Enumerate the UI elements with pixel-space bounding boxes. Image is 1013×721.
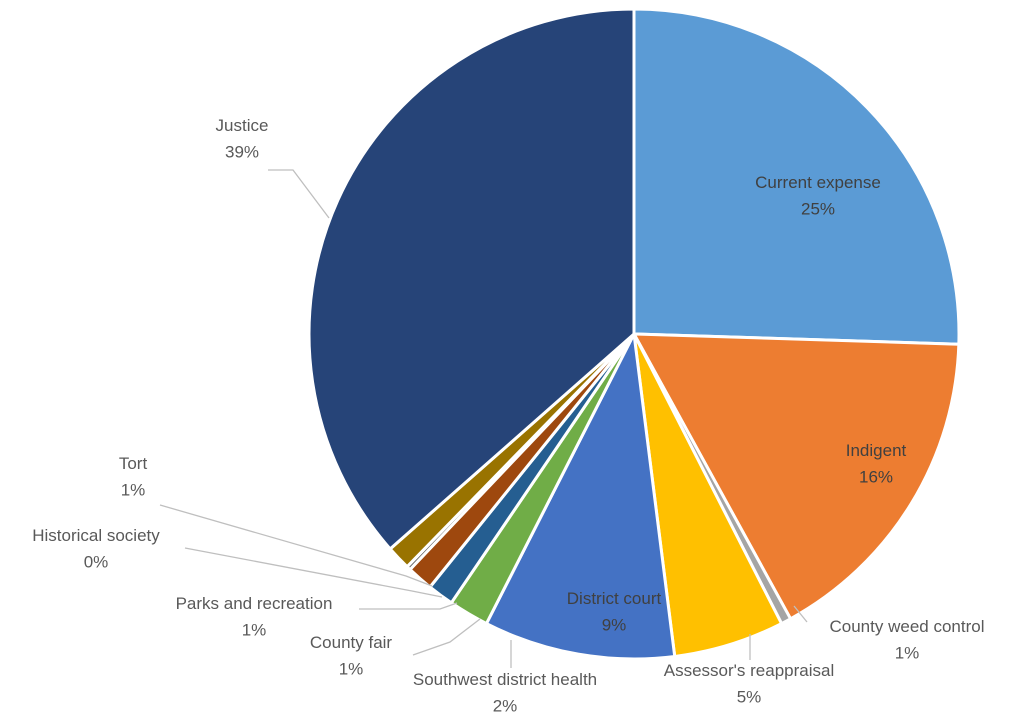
data-label-name: Historical society (32, 526, 160, 545)
data-labels: Current expense 25% Indigent 16% County weed… (32, 116, 984, 715)
data-label-percent: 2% (493, 696, 518, 715)
data-label-percent: 1% (339, 659, 364, 678)
data-label-percent: 1% (242, 620, 267, 639)
data-label-county-weed-control: County weed control 1% (830, 617, 985, 662)
slice-current-expense (632, 7, 961, 346)
data-label-southwest-district-health: Southwest district health 2% (413, 670, 597, 715)
data-label-indigent: Indigent 16% (846, 441, 907, 486)
data-label-district-court: District court 9% (567, 589, 662, 634)
data-label-name: District court (567, 589, 662, 608)
data-label-historical-society: Historical society 0% (32, 526, 160, 571)
leader-line-historical-society (184, 547, 443, 598)
leader-line-parks-and-recreation (359, 602, 458, 610)
data-label-percent: 0% (84, 552, 109, 571)
data-label-tort: Tort 1% (119, 454, 148, 499)
data-label-name: Assessor's reappraisal (664, 661, 834, 680)
data-label-name: Tort (119, 454, 148, 473)
slice-district-court (484, 332, 677, 661)
data-label-percent: 9% (602, 615, 627, 634)
data-label-name: Indigent (846, 441, 907, 460)
data-label-name: Current expense (755, 173, 881, 192)
data-label-percent: 39% (225, 142, 259, 161)
data-label-name: Justice (216, 116, 269, 135)
data-label-percent: 16% (859, 467, 893, 486)
leader-line-justice (268, 169, 330, 219)
data-label-county-fair: County fair 1% (310, 633, 393, 678)
data-label-name: Parks and recreation (176, 594, 333, 613)
data-label-assessor-s-reappraisal: Assessor's reappraisal 5% (664, 661, 834, 706)
data-label-percent: 1% (895, 643, 920, 662)
data-label-justice: Justice 39% (216, 116, 269, 161)
data-label-parks-and-recreation: Parks and recreation 1% (176, 594, 333, 639)
leader-line-tort (159, 504, 433, 587)
slice-justice (307, 7, 636, 551)
data-label-current-expense: Current expense 25% (755, 173, 881, 218)
data-label-name: Southwest district health (413, 670, 597, 689)
leader-line-county-weed-control (793, 605, 808, 623)
slice-indigent (632, 332, 961, 621)
pie-slices (307, 7, 961, 661)
leader-lines (159, 169, 808, 668)
data-label-name: County weed control (830, 617, 985, 636)
data-label-name: County fair (310, 633, 393, 652)
data-label-percent: 1% (121, 480, 146, 499)
data-label-percent: 25% (801, 199, 835, 218)
data-label-percent: 5% (737, 687, 762, 706)
leader-line-county-fair (412, 618, 481, 656)
